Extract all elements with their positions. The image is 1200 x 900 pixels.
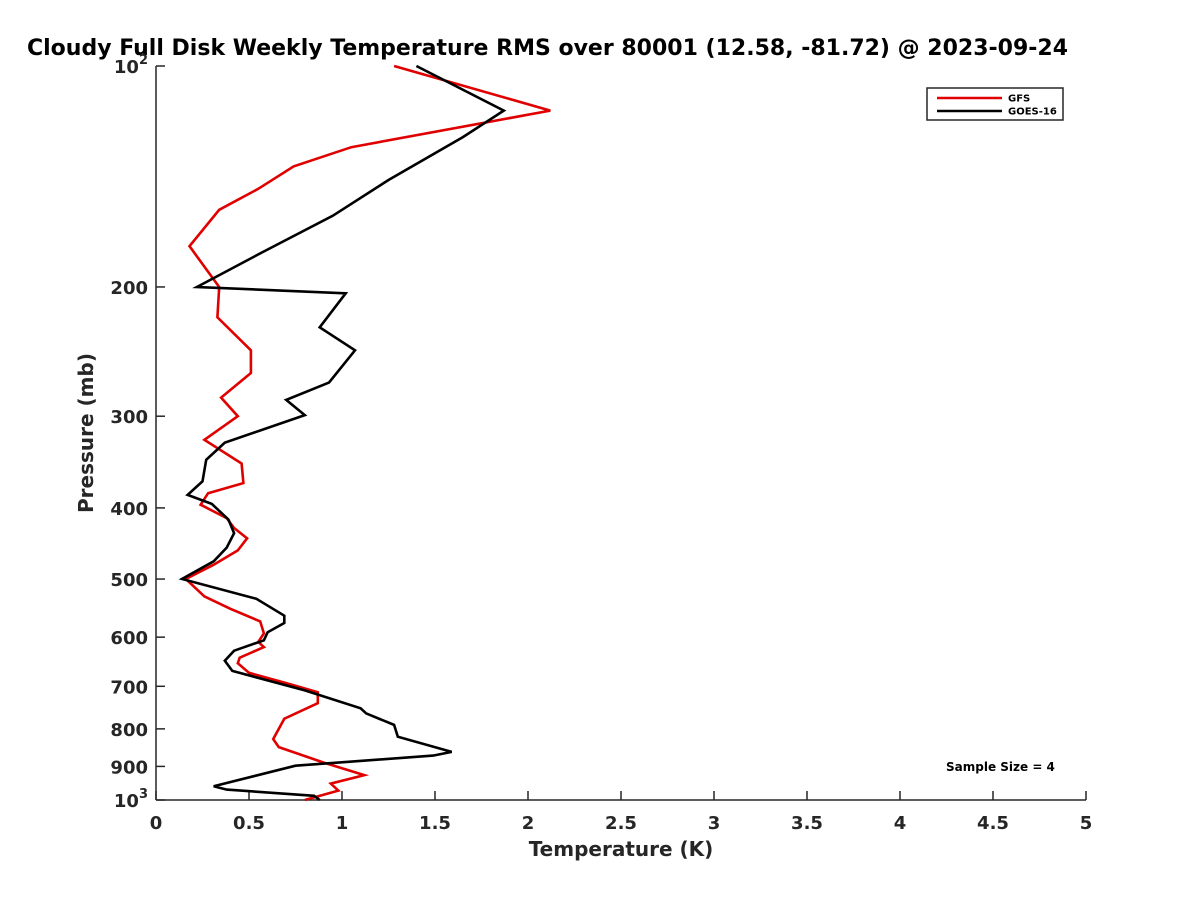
legend-box [926,87,1064,121]
y-tick-label: 900 [110,757,148,778]
y-axis-label: Pressure (mb) [74,353,98,513]
x-tick-label: 3.5 [791,813,823,834]
y-tick-label: 400 [110,499,148,520]
x-tick-label: 3 [708,813,721,834]
x-tick-label: 1.5 [419,813,451,834]
sample-size-annotation: Sample Size = 4 [946,760,1055,774]
y-tick-label: 103 [114,787,148,812]
legend-label-gfs: GFS [1008,94,1030,105]
x-tick-label: 5 [1080,813,1093,834]
x-tick-label: 0.5 [233,813,265,834]
x-tick-label: 4.5 [977,813,1009,834]
y-tick-label: 102 [114,53,148,78]
x-tick-label: 2.5 [605,813,637,834]
y-tick-label: 300 [110,407,148,428]
y-tick-base: 10 [114,791,139,812]
legend-label-goes-16: GOES-16 [1008,107,1057,118]
y-tick-label: 700 [110,677,148,698]
y-tick-label: 600 [110,628,148,649]
series-line-goes-16 [178,64,507,802]
y-tick-base: 10 [114,57,139,78]
chart-title: Cloudy Full Disk Weekly Temperature RMS … [27,36,1068,61]
x-tick-label: 1 [336,813,349,834]
y-tick-exponent: 3 [139,787,148,802]
series-line-gfs [183,64,551,802]
x-ticks: 0 0.5 1 1.5 2 2.5 3 3.5 4 4.5 5 [150,791,1093,834]
x-tick-label: 4 [894,813,907,834]
legend: GFS GOES-16 [926,87,1064,121]
y-tick-exponent: 2 [139,53,148,68]
y-tick-label: 500 [110,570,148,591]
axes [155,66,1086,801]
y-tick-label: 800 [110,720,148,741]
x-axis-label: Temperature (K) [529,837,714,861]
y-tick-label: 200 [110,278,148,299]
series-layer [178,64,551,802]
x-tick-label: 2 [522,813,535,834]
x-tick-label: 0 [150,813,163,834]
